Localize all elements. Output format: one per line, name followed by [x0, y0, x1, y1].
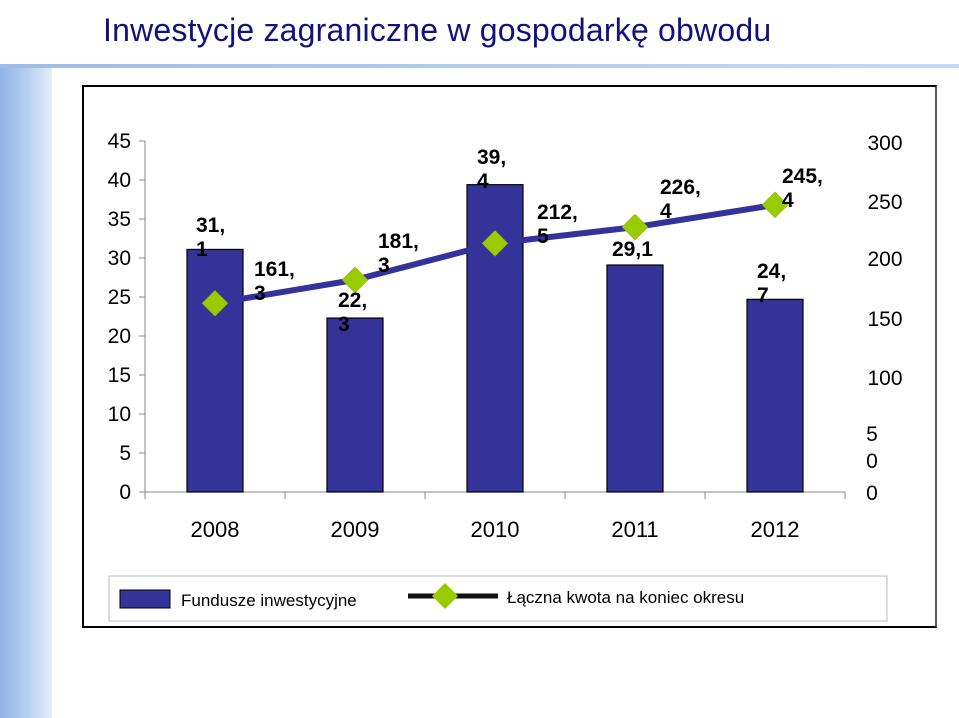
legend-swatch-bars: [119, 589, 171, 609]
bar-2012: [746, 298, 804, 493]
line-data-label: 3: [378, 254, 390, 277]
left-axis-tick-label: 35: [108, 208, 131, 231]
line-data-label: 245,: [782, 165, 823, 188]
x-axis-category-label: 2011: [611, 517, 658, 542]
right-axis-tick-label-part: 5: [866, 423, 878, 446]
bar-data-label: 7: [757, 284, 769, 307]
x-axis-category-label: 2008: [191, 517, 240, 542]
line-data-label: 226,: [660, 176, 701, 199]
line-data-label: 4: [782, 189, 794, 212]
legend-swatch-marker: [432, 583, 458, 609]
left-axis-tick-label: 15: [108, 364, 131, 387]
left-axis-tick-label: 40: [108, 169, 131, 192]
left-axis-tick-label: 45: [108, 130, 131, 153]
left-axis-tick-label: 5: [119, 442, 131, 465]
left-axis-tick-label: 10: [108, 403, 131, 426]
bar-2011: [606, 264, 664, 493]
bar-data-label: 24,: [757, 260, 786, 283]
right-axis-tick-label-part: 0: [866, 450, 878, 473]
line-data-label: 212,: [537, 201, 578, 224]
bar-data-label: 1: [196, 238, 208, 261]
x-axis-category-label: 2010: [471, 517, 520, 542]
bar-2008: [186, 248, 244, 493]
left-axis-tick-label: 25: [108, 286, 131, 309]
title-divider: [0, 64, 959, 68]
line-data-label: 4: [660, 200, 672, 223]
legend-label-line: Łączna kwota na koniec okresu: [507, 588, 744, 607]
line-data-label: 5: [537, 225, 549, 248]
decorative-sidebar: [0, 68, 52, 718]
left-axis-tick-label: 20: [108, 325, 131, 348]
line-data-label: 161,: [254, 258, 295, 281]
bar-2009: [326, 317, 384, 493]
line-data-label: 181,: [378, 230, 419, 253]
bar-data-label: 31,: [196, 214, 225, 237]
line-marker-2010: [481, 230, 509, 257]
line-marker-2011: [621, 213, 649, 241]
line-marker-2009: [341, 266, 369, 294]
title-bar: Inwestycje zagraniczne w gospodarkę obwo…: [0, 0, 959, 68]
x-axis-category-label: 2009: [331, 517, 380, 542]
right-axis-tick-label: 200: [867, 248, 902, 271]
bar-data-label: 39,: [477, 146, 506, 169]
bar-data-label: 29,1: [612, 238, 653, 261]
right-axis-tick-label: 300: [867, 132, 902, 155]
right-axis-tick-label: 0: [866, 482, 878, 505]
line-marker-2012: [761, 191, 789, 219]
bar-data-label: 3: [338, 313, 350, 336]
left-axis-tick-label: 0: [119, 481, 131, 504]
line-data-label: 3: [254, 282, 266, 305]
left-axis-tick-label: 30: [108, 247, 131, 270]
right-axis-tick-label: 250: [867, 191, 902, 214]
page-title: Inwestycje zagraniczne w gospodarkę obwo…: [103, 12, 772, 48]
line-marker-2008: [201, 289, 229, 317]
legend-label-bars: Fundusze inwestycyjne: [181, 591, 357, 610]
right-axis-tick-label: 150: [867, 308, 902, 331]
bar-data-label: 4: [477, 170, 489, 193]
bar-data-label: 22,: [338, 289, 367, 312]
x-axis-category-label: 2012: [751, 517, 800, 542]
right-axis-tick-label: 100: [867, 367, 902, 390]
